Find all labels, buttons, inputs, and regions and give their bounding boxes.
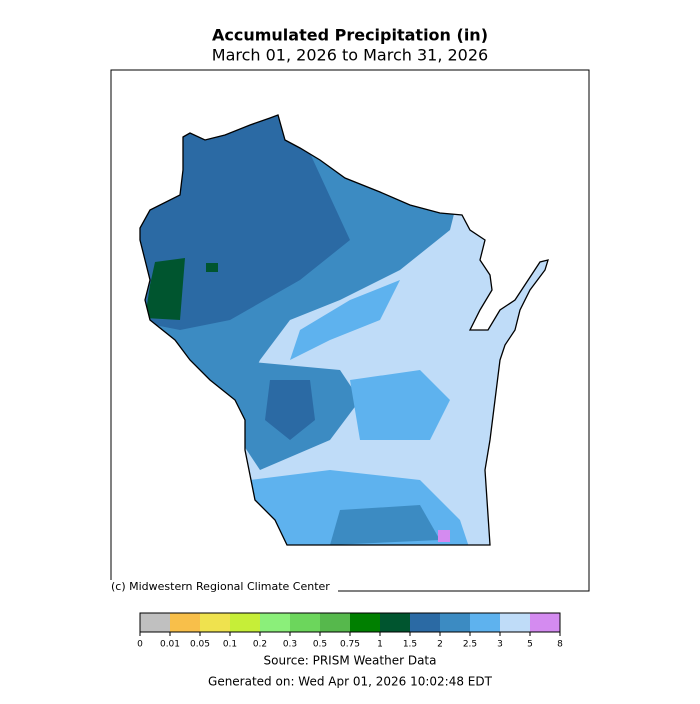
source: Source: PRISM Weather Data: [264, 654, 437, 668]
colorbar-tick-label: 0.5: [313, 640, 327, 650]
title: Accumulated Precipitation (in): [212, 26, 488, 45]
colorbar-bin: [260, 613, 290, 632]
colorbar-bin: [140, 613, 170, 632]
colorbar-tick-label: 2.5: [463, 640, 477, 650]
colorbar-tick-label: 0.2: [253, 640, 267, 650]
colorbar-bin: [470, 613, 500, 632]
credit-bg: [110, 580, 338, 594]
colorbar-tick-label: 0.3: [283, 640, 297, 650]
colorbar-tick-label: 1.5: [403, 640, 417, 650]
colorbar-tick-label: 3: [497, 640, 503, 650]
colorbar-tick-label: 0: [137, 640, 143, 650]
colorbar-bin: [230, 613, 260, 632]
colorbar-tick-label: 1: [377, 640, 383, 650]
colorbar-bin: [320, 613, 350, 632]
colorbar-bin: [290, 613, 320, 632]
colorbar-bin: [170, 613, 200, 632]
colorbar-bin: [500, 613, 530, 632]
colorbar-tick-label: 0.1: [223, 640, 237, 650]
colorbar-tick-label: 0.01: [160, 640, 180, 650]
colorbar-bin: [440, 613, 470, 632]
colorbar-tick-label: 0.75: [340, 640, 360, 650]
state-outline: [139, 114, 549, 546]
subtitle: March 01, 2026 to March 31, 2026: [212, 46, 488, 65]
colorbar-bin: [410, 613, 440, 632]
colorbar-tick-label: 2: [437, 640, 443, 650]
colorbar-bin: [350, 613, 380, 632]
colorbar-tick-label: 0.05: [190, 640, 210, 650]
generated: Generated on: Wed Apr 01, 2026 10:02:48 …: [208, 675, 493, 689]
colorbar: 0 0.01 0.05 0.1 0.2 0.3 0.5 0.75 1 1.5 2 2.5 3 5 8: [137, 612, 563, 650]
colorbar-bin: [530, 613, 560, 632]
colorbar-bin: [380, 613, 410, 632]
colorbar-tick-label: 8: [557, 640, 563, 650]
colorbar-bin: [200, 613, 230, 632]
map-credit: (c) Midwestern Regional Climate Center: [111, 580, 330, 593]
colorbar-tick-label: 5: [527, 640, 533, 650]
